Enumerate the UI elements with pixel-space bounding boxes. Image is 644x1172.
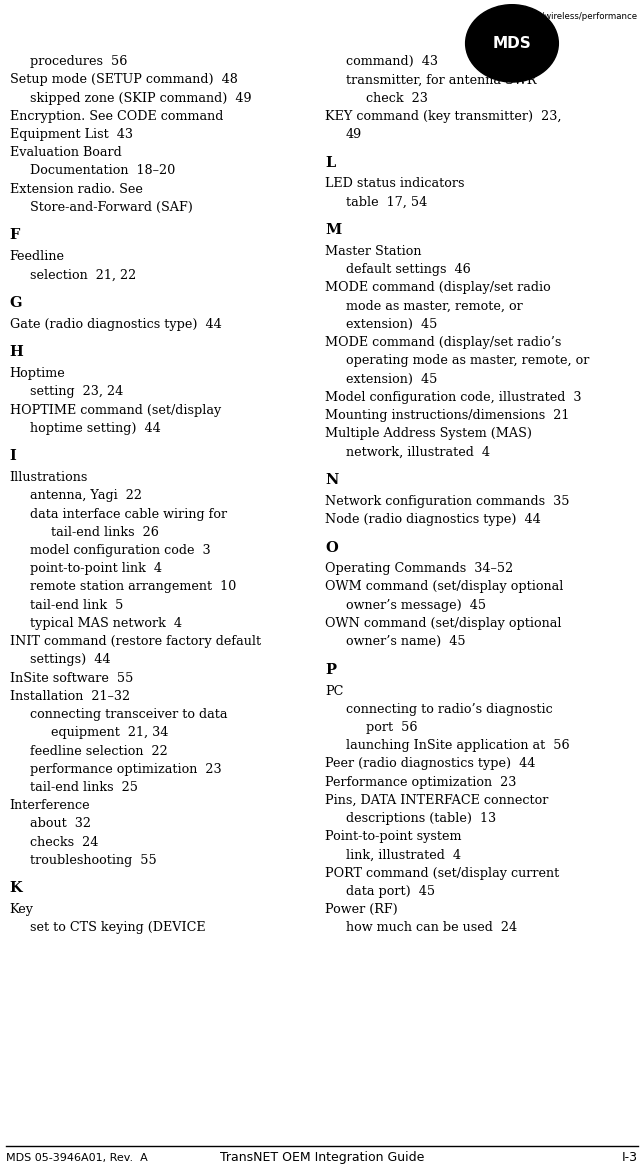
Text: transmitter, for antenna SWR: transmitter, for antenna SWR bbox=[346, 74, 536, 87]
Text: tail-end links  25: tail-end links 25 bbox=[30, 781, 138, 793]
Text: Illustrations: Illustrations bbox=[10, 471, 88, 484]
Text: Model configuration code, illustrated  3: Model configuration code, illustrated 3 bbox=[325, 390, 582, 403]
Text: default settings  46: default settings 46 bbox=[346, 263, 471, 277]
Text: P: P bbox=[325, 662, 336, 676]
Text: troubleshooting  55: troubleshooting 55 bbox=[30, 854, 157, 867]
Text: Hoptime: Hoptime bbox=[10, 367, 66, 380]
Text: KEY command (key transmitter)  23,: KEY command (key transmitter) 23, bbox=[325, 110, 562, 123]
Text: settings)  44: settings) 44 bbox=[30, 653, 111, 667]
Text: extension)  45: extension) 45 bbox=[346, 318, 437, 331]
Text: LED status indicators: LED status indicators bbox=[325, 177, 465, 190]
Text: port  56: port 56 bbox=[366, 721, 418, 734]
Text: owner’s name)  45: owner’s name) 45 bbox=[346, 635, 466, 648]
Text: selection  21, 22: selection 21, 22 bbox=[30, 268, 137, 281]
Text: command)  43: command) 43 bbox=[346, 55, 438, 68]
Text: K: K bbox=[10, 881, 23, 895]
Text: Store-and-Forward (SAF): Store-and-Forward (SAF) bbox=[30, 200, 193, 213]
Text: InSite software  55: InSite software 55 bbox=[10, 672, 133, 684]
Text: TransNET OEM Integration Guide: TransNET OEM Integration Guide bbox=[220, 1151, 424, 1165]
Text: about  32: about 32 bbox=[30, 817, 91, 831]
Text: Setup mode (SETUP command)  48: Setup mode (SETUP command) 48 bbox=[10, 74, 238, 87]
Text: Pins, DATA INTERFACE connector: Pins, DATA INTERFACE connector bbox=[325, 793, 549, 806]
Text: Interference: Interference bbox=[10, 799, 90, 812]
Text: network, illustrated  4: network, illustrated 4 bbox=[346, 445, 490, 458]
Text: L: L bbox=[325, 156, 336, 170]
Text: connecting to radio’s diagnostic: connecting to radio’s diagnostic bbox=[346, 703, 553, 716]
Text: typical MAS network  4: typical MAS network 4 bbox=[30, 616, 182, 629]
Text: data interface cable wiring for: data interface cable wiring for bbox=[30, 507, 227, 520]
Text: extension)  45: extension) 45 bbox=[346, 373, 437, 386]
Text: OWM command (set/display optional: OWM command (set/display optional bbox=[325, 580, 564, 593]
Text: hoptime setting)  44: hoptime setting) 44 bbox=[30, 422, 161, 435]
Text: owner’s message)  45: owner’s message) 45 bbox=[346, 599, 486, 612]
Text: equipment  21, 34: equipment 21, 34 bbox=[51, 727, 168, 740]
Text: Feedline: Feedline bbox=[10, 250, 64, 264]
Text: Power (RF): Power (RF) bbox=[325, 904, 398, 917]
Text: H: H bbox=[10, 346, 23, 360]
Text: HOPTIME command (set/display: HOPTIME command (set/display bbox=[10, 403, 221, 416]
Text: PORT command (set/display current: PORT command (set/display current bbox=[325, 867, 560, 880]
Text: check  23: check 23 bbox=[366, 91, 428, 104]
Text: connecting transceiver to data: connecting transceiver to data bbox=[30, 708, 228, 721]
Text: Equipment List  43: Equipment List 43 bbox=[10, 128, 133, 141]
Text: point-to-point link  4: point-to-point link 4 bbox=[30, 563, 162, 575]
Ellipse shape bbox=[466, 5, 558, 82]
Text: set to CTS keying (DEVICE: set to CTS keying (DEVICE bbox=[30, 921, 206, 934]
Text: checks  24: checks 24 bbox=[30, 836, 99, 849]
Text: Encryption. See CODE command: Encryption. See CODE command bbox=[10, 110, 223, 123]
Text: N: N bbox=[325, 473, 339, 486]
Text: launching InSite application at  56: launching InSite application at 56 bbox=[346, 740, 569, 752]
Text: MDS: MDS bbox=[493, 36, 531, 50]
Text: link, illustrated  4: link, illustrated 4 bbox=[346, 849, 461, 861]
Text: O: O bbox=[325, 540, 338, 554]
Text: model configuration code  3: model configuration code 3 bbox=[30, 544, 211, 557]
Text: Network configuration commands  35: Network configuration commands 35 bbox=[325, 495, 570, 507]
Text: Point-to-point system: Point-to-point system bbox=[325, 830, 462, 844]
Text: descriptions (table)  13: descriptions (table) 13 bbox=[346, 812, 496, 825]
Text: Multiple Address System (MAS): Multiple Address System (MAS) bbox=[325, 427, 532, 441]
Text: skipped zone (SKIP command)  49: skipped zone (SKIP command) 49 bbox=[30, 91, 252, 104]
Text: MODE command (display/set radio: MODE command (display/set radio bbox=[325, 281, 551, 294]
Text: M: M bbox=[325, 223, 341, 237]
Text: setting  23, 24: setting 23, 24 bbox=[30, 386, 124, 398]
Text: Peer (radio diagnostics type)  44: Peer (radio diagnostics type) 44 bbox=[325, 757, 536, 770]
Text: F: F bbox=[10, 229, 20, 243]
Text: remote station arrangement  10: remote station arrangement 10 bbox=[30, 580, 236, 593]
Text: Extension radio. See: Extension radio. See bbox=[10, 183, 142, 196]
Text: I-3: I-3 bbox=[621, 1151, 638, 1165]
Text: G: G bbox=[10, 297, 22, 311]
Text: Installation  21–32: Installation 21–32 bbox=[10, 690, 130, 703]
Text: data port)  45: data port) 45 bbox=[346, 885, 435, 898]
Text: performance optimization  23: performance optimization 23 bbox=[30, 763, 222, 776]
Text: antenna, Yagi  22: antenna, Yagi 22 bbox=[30, 490, 142, 503]
Text: mode as master, remote, or: mode as master, remote, or bbox=[346, 300, 522, 313]
Text: Operating Commands  34–52: Operating Commands 34–52 bbox=[325, 563, 513, 575]
Text: Performance optimization  23: Performance optimization 23 bbox=[325, 776, 516, 789]
Text: feedline selection  22: feedline selection 22 bbox=[30, 744, 168, 757]
Text: industrial/wireless/performance: industrial/wireless/performance bbox=[502, 12, 638, 21]
Text: Key: Key bbox=[10, 904, 33, 917]
Text: 49: 49 bbox=[346, 128, 362, 141]
Text: I: I bbox=[10, 449, 16, 463]
Text: Master Station: Master Station bbox=[325, 245, 422, 258]
Text: operating mode as master, remote, or: operating mode as master, remote, or bbox=[346, 354, 589, 367]
Text: procedures  56: procedures 56 bbox=[30, 55, 128, 68]
Text: INIT command (restore factory default: INIT command (restore factory default bbox=[10, 635, 261, 648]
Text: Documentation  18–20: Documentation 18–20 bbox=[30, 164, 176, 177]
Text: PC: PC bbox=[325, 684, 344, 697]
Text: tail-end link  5: tail-end link 5 bbox=[30, 599, 124, 612]
Text: OWN command (set/display optional: OWN command (set/display optional bbox=[325, 616, 562, 629]
Text: MODE command (display/set radio’s: MODE command (display/set radio’s bbox=[325, 336, 562, 349]
Text: table  17, 54: table 17, 54 bbox=[346, 196, 427, 209]
Text: Gate (radio diagnostics type)  44: Gate (radio diagnostics type) 44 bbox=[10, 318, 222, 331]
Text: tail-end links  26: tail-end links 26 bbox=[51, 526, 159, 539]
Text: Node (radio diagnostics type)  44: Node (radio diagnostics type) 44 bbox=[325, 513, 541, 526]
Text: Evaluation Board: Evaluation Board bbox=[10, 146, 122, 159]
Text: MDS 05-3946A01, Rev.  A: MDS 05-3946A01, Rev. A bbox=[6, 1153, 148, 1163]
Text: Mounting instructions/dimensions  21: Mounting instructions/dimensions 21 bbox=[325, 409, 569, 422]
Text: how much can be used  24: how much can be used 24 bbox=[346, 921, 517, 934]
